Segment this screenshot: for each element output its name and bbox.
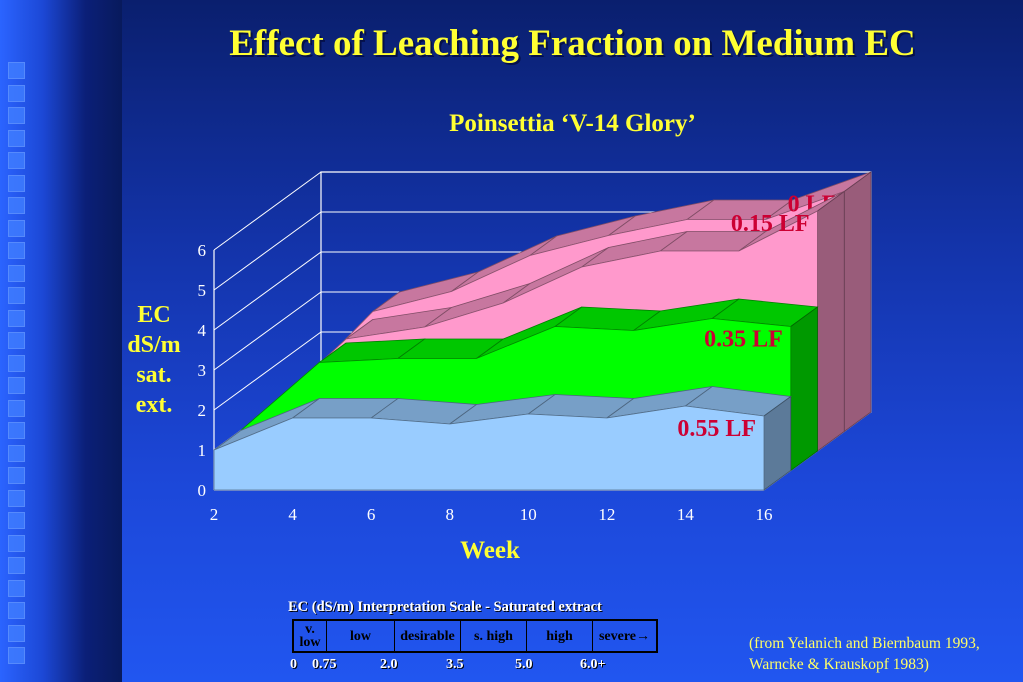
decorative-square [8,399,25,417]
decorative-square [8,264,25,282]
x-tick-label: 10 [520,505,537,524]
x-tick-label: 8 [445,505,454,524]
scale-tick: 2.0 [380,657,398,672]
decorative-square [8,624,25,642]
source-citation: (from Yelanich and Biernbaum 1993, Warnc… [749,633,980,675]
decorative-square [8,242,25,259]
decorative-square [8,354,25,372]
scale-tick: 0 [290,657,297,672]
x-tick-label: 12 [598,505,615,524]
scale-cell-v-low: v. low [294,621,327,651]
slide-subtitle: Poinsettia ‘V-14 Glory’ [449,110,696,137]
series-label: 0.15 LF [731,211,810,237]
decorative-square [8,332,25,349]
x-tick-label: 16 [756,505,773,524]
x-tick-label: 4 [288,505,297,524]
scale-tick: 6.0+ [580,657,606,672]
x-tick-label: 14 [677,505,695,524]
scale-cell-low: low [327,621,395,651]
decorative-square [8,489,25,507]
series-end-cap [790,306,818,472]
x-tick-label: 6 [367,505,376,524]
gridline-side [213,331,322,411]
decorative-square [8,287,25,304]
decorative-square [8,534,25,552]
interpretation-scale: v. low low desirable s. high high severe… [292,619,658,653]
x-tick-label: 2 [210,505,219,524]
decorative-square [8,579,25,597]
decorative-squares [8,62,28,670]
arrow-right-icon: → [636,628,651,644]
gridline-side [213,171,322,251]
decorative-square [8,309,25,327]
scale-tick: 0.75 [312,657,337,672]
series-end-cap [817,190,845,452]
decorative-square [8,107,25,124]
decorative-square [8,152,25,169]
decorative-square [8,219,25,237]
y-axis-label-line: ext. [135,392,173,418]
y-tick-label: 1 [198,441,207,460]
decorative-square [8,602,25,619]
scale-cell-severe-label: severe [598,628,637,644]
scale-cell-high: high [527,621,593,651]
y-axis-label-line: dS/m [127,332,181,358]
decorative-square [8,512,25,529]
y-tick-label: 6 [198,241,207,260]
decorative-square [8,84,25,102]
decorative-square [8,444,25,462]
y-tick-label: 2 [198,401,207,420]
series-label: 0.55 LF [677,416,756,442]
scale-cell-s-high: s. high [461,621,527,651]
decorative-square [8,377,25,394]
scale-cell-severe: severe → [593,621,656,651]
decorative-square [8,557,25,574]
scale-cell-desirable: desirable [395,621,461,651]
x-axis-label: Week [460,537,520,564]
scale-tick: 5.0 [515,657,533,672]
source-line: (from Yelanich and Biernbaum 1993, [749,635,980,652]
source-line: Warncke & Krauskopf 1983) [749,656,929,673]
y-tick-label: 5 [198,281,207,300]
gridline-side [213,211,322,291]
decorative-square [8,197,25,214]
series-front-face [213,405,765,491]
decorative-square [8,422,25,439]
scale-title: EC (dS/m) Interpretation Scale - Saturat… [288,599,602,615]
decorative-square [8,174,25,192]
y-axis-label-line: EC [137,302,171,328]
gridline-side [213,251,322,331]
decorative-square [8,62,25,79]
y-tick-label: 3 [198,361,207,380]
series-end-cap [843,171,872,433]
gridline-side [213,291,322,371]
series-label: 0.35 LF [704,327,783,353]
y-tick-label: 4 [198,321,207,340]
decorative-square [8,467,25,484]
y-axis-label-line: sat. [136,362,172,388]
decorative-square [8,647,25,664]
y-axis-label: EC dS/m sat. ext. [108,300,200,420]
scale-tick: 3.5 [446,657,464,672]
slide-title: Effect of Leaching Fraction on Medium EC [229,23,916,64]
scale-ticks: 0 0.75 2.0 3.5 5.0 6.0+ [0,657,700,677]
decorative-square [8,129,25,147]
y-tick-label: 0 [198,481,207,500]
